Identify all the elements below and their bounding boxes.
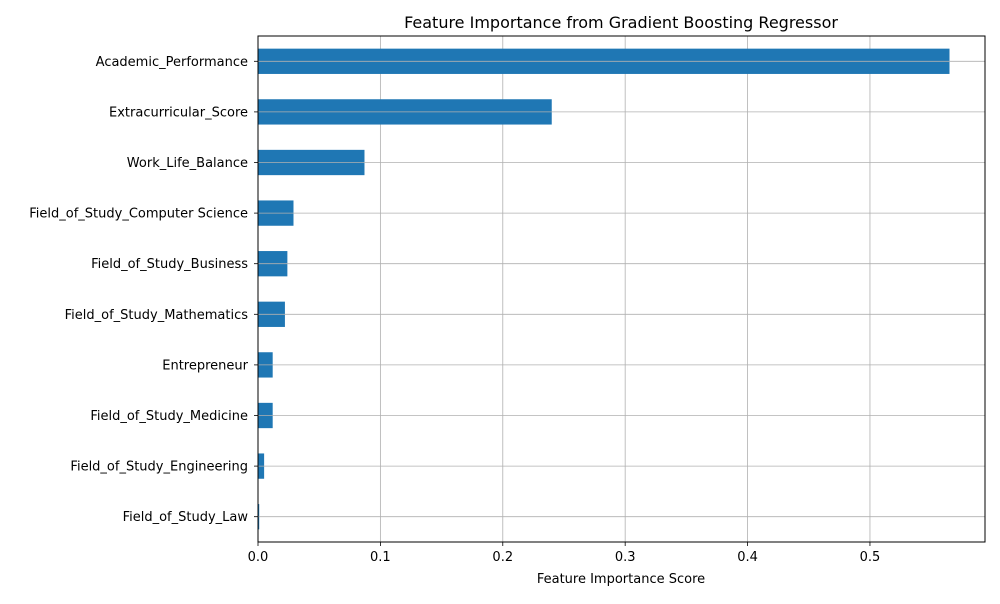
y-tick-label-5: Field_of_Study_Business	[91, 257, 248, 272]
y-tick-label-3: Work_Life_Balance	[127, 156, 248, 171]
x-tick-label-3: 0.3	[615, 550, 636, 565]
x-tick-label-0: 0.0	[248, 550, 269, 565]
x-tick-label-5: 0.5	[860, 550, 881, 565]
x-tick-label-1: 0.1	[370, 550, 391, 565]
y-tick-label-9: Field_of_Study_Engineering	[70, 460, 248, 475]
y-tick-label-7: Entrepreneur	[162, 358, 248, 373]
y-tick-label-8: Field_of_Study_Medicine	[90, 409, 248, 424]
y-tick-label-6: Field_of_Study_Mathematics	[65, 308, 249, 323]
bars	[258, 48, 950, 530]
x-axis-label: Feature Importance Score	[537, 572, 705, 587]
x-tick-label-2: 0.2	[492, 550, 513, 565]
horizontal-grid-lines	[258, 60, 985, 518]
y-tick-label-2: Extracurricular_Score	[109, 105, 248, 120]
x-tick-labels: 0.0 0.1 0.2 0.3 0.4 0.5	[248, 542, 881, 565]
y-tick-label-1: Academic_Performance	[96, 55, 248, 70]
plot-frame	[257, 35, 986, 543]
chart-title: Feature Importance from Gradient Boostin…	[404, 13, 838, 32]
x-tick-label-4: 0.4	[737, 550, 758, 565]
y-tick-label-4: Field_of_Study_Computer Science	[29, 207, 248, 222]
y-tick-labels: Academic_Performance Extracurricular_Scor…	[29, 55, 258, 525]
y-tick-label-10: Field_of_Study_Law	[123, 510, 249, 525]
